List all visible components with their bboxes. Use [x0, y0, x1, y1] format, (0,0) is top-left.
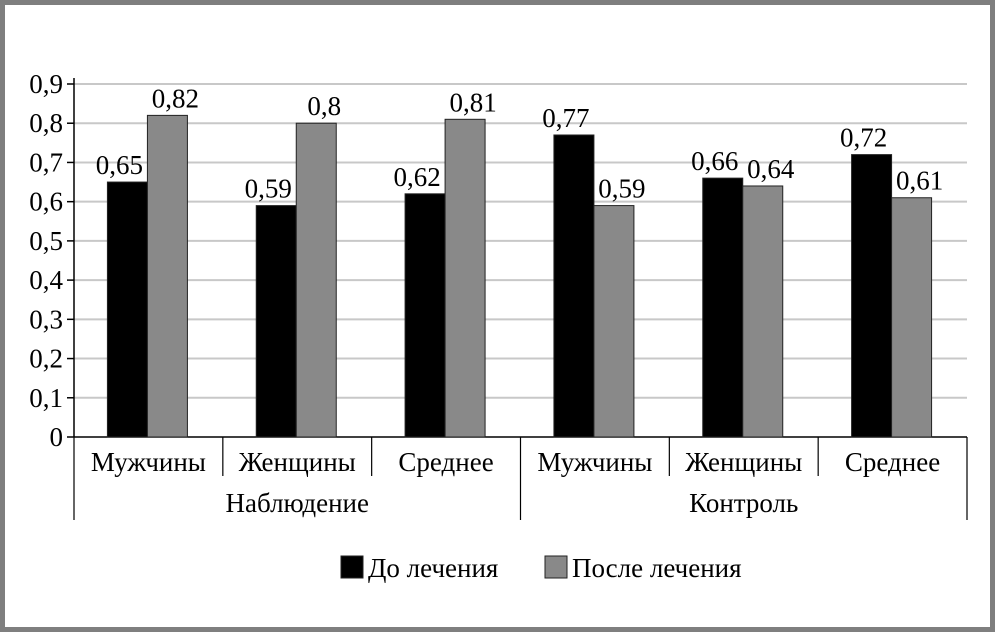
bar-after — [444, 118, 486, 438]
y-tick-label: 0,4 — [29, 265, 63, 295]
data-label: 0,81 — [449, 87, 496, 117]
x-tick-label: Мужчины — [91, 447, 206, 477]
x-tick-label: Среднее — [398, 447, 493, 477]
bar-after — [742, 185, 784, 438]
data-label: 0,77 — [542, 103, 589, 133]
x-tick-label: Женщины — [685, 447, 802, 477]
legend-swatch — [340, 555, 364, 579]
x-tick-label: Мужчины — [537, 447, 652, 477]
group-label: Наблюдение — [226, 488, 369, 518]
bar-after — [891, 197, 933, 438]
y-tick-label: 0,7 — [29, 147, 63, 177]
bar-after — [295, 122, 337, 438]
y-tick-label: 0,8 — [29, 108, 63, 138]
y-tick-label: 0,9 — [29, 69, 63, 99]
bar-before — [702, 177, 744, 438]
bar-before — [404, 193, 446, 438]
bar-after — [593, 205, 635, 438]
y-tick-label: 0,1 — [29, 383, 63, 413]
y-tick-label: 0,2 — [29, 344, 63, 374]
data-label: 0,64 — [747, 154, 795, 184]
data-label: 0,82 — [152, 83, 199, 113]
x-tick-label: Женщины — [239, 447, 356, 477]
y-tick-label: 0,3 — [29, 304, 63, 334]
data-label: 0,66 — [691, 146, 738, 176]
x-tick-label: Среднее — [845, 447, 940, 477]
legend-swatch — [544, 555, 568, 579]
data-label: 0,59 — [245, 174, 292, 204]
data-label: 0,59 — [598, 174, 645, 204]
bar-before — [553, 134, 595, 438]
y-tick-label: 0 — [50, 422, 64, 452]
group-label: Контроль — [689, 488, 798, 518]
bar-before — [106, 181, 148, 438]
data-label: 0,72 — [840, 123, 887, 153]
legend-label: До лечения — [368, 553, 498, 583]
data-label: 0,62 — [393, 162, 440, 192]
bar-before — [255, 205, 297, 438]
bar-after — [146, 114, 188, 438]
y-tick-label: 0,6 — [29, 187, 63, 217]
data-label: 0,61 — [896, 166, 943, 196]
legend-label: После лечения — [572, 553, 742, 583]
bar-before — [851, 154, 893, 438]
data-label: 0,8 — [307, 91, 341, 121]
data-label: 0,65 — [96, 150, 143, 180]
y-tick-label: 0,5 — [29, 226, 63, 256]
